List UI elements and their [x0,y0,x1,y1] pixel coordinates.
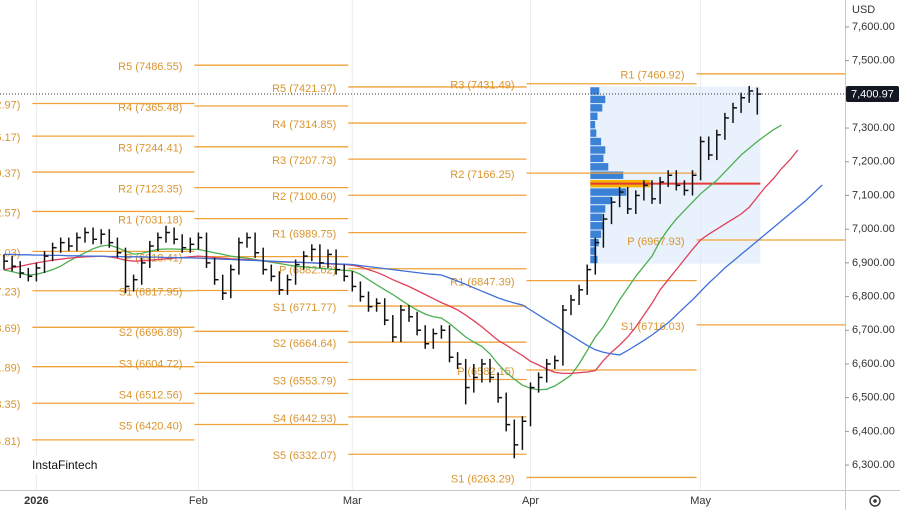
y-tick-label: 6,600.00 [852,358,895,370]
pivot-label: R3 (7431.49) [450,80,514,92]
pivot-label: P (6918.41) [125,253,182,265]
y-tick-label: 6,300.00 [852,459,895,471]
profile-bar [590,196,612,205]
pivot-label: R5 (7421.97) [272,83,336,95]
last-price-box [846,86,899,103]
pivot-label: S5 (6332.07) [273,450,337,462]
pivot-label: R1 (7460.92) [620,70,684,82]
x-tick-label: Feb [189,495,208,507]
pivot-label: R1 (6847.39) [450,276,514,288]
x-tick-label: Apr [522,495,539,507]
gear-inner[interactable] [873,499,877,503]
pivot-label: 9.37) [0,168,20,180]
profile-bar [590,188,627,196]
profile-bar [590,163,609,171]
y-tick-label: 7,300.00 [852,122,895,134]
y-tick-label: 6,500.00 [852,392,895,404]
pivot-label: S1 (6716.03) [621,321,685,333]
moving-average [4,184,823,356]
profile-bar [590,222,604,230]
y-tick-label: 6,700.00 [852,324,895,336]
pivot-label: R1 (6989.75) [272,229,336,241]
pivot-label: S1 (6817.95) [119,286,183,298]
watermark: InstaFintech [32,458,97,472]
pivot-label: P (6967.93) [627,236,684,248]
y-tick-label: 7,600.00 [852,21,895,33]
watermark-bg [26,456,102,474]
pivot-label: S3 (6604.72) [119,358,183,370]
pivot-label: R4 (7314.85) [272,119,336,131]
x-tick-label: Mar [343,495,362,507]
pivot-label: R3 (7207.73) [272,155,336,167]
x-tick-label: 2026 [24,495,48,507]
y-tick-label: 7,200.00 [852,156,895,168]
profile-bar [590,238,599,247]
y-tick-label: 7,000.00 [852,223,895,235]
profile-bar [590,87,600,95]
y-tick-label: 7,500.00 [852,55,895,67]
pivot-label: P (6582.15) [457,366,514,378]
pivot-label: 6.17) [0,132,20,144]
profile-bar [590,230,602,238]
profile-bar [590,104,603,112]
pivot-label: 4.81) [0,436,20,448]
pivot-label: P (6882.62) [279,265,336,277]
pivot-label: S2 (6664.64) [273,338,337,350]
profile-bar [590,129,597,137]
pivot-label: S1 (6263.29) [451,473,515,485]
pivot-label: 3.35) [0,399,20,411]
x-tick-label: May [690,495,711,507]
pivot-label: R2 (7166.25) [450,169,514,181]
pivot-label: 1.89) [0,363,20,375]
pivot-label: 2.57) [0,207,20,219]
pivot-label: S1 (6771.77) [273,302,337,314]
profile-bar [590,95,606,104]
profile-bar [590,146,606,154]
pivot-label: R2 (7100.60) [272,191,336,203]
y-tick-label: 6,900.00 [852,257,895,269]
pivot-label: S5 (6420.40) [119,420,183,432]
pivot-label: S2 (6696.89) [119,327,183,339]
pivot-label: S4 (6512.56) [119,389,183,401]
pivot-label: R2 (7123.35) [118,183,182,195]
moving-average [3,149,799,375]
moving-average [3,124,782,391]
profile-bar [590,120,596,129]
pivot-label: 2.97) [0,99,20,111]
profile-bar [590,171,624,179]
pivot-label: R4 (7365.48) [118,102,182,114]
y-tick-label: 6,800.00 [852,290,895,302]
pivot-label: 4.03) [0,247,20,259]
pivot-label: 8.69) [0,323,20,335]
gear-outer[interactable] [869,495,881,507]
profile-bar [590,255,598,264]
profile-bar [590,205,606,213]
pivot-label: S4 (6442.93) [273,413,337,425]
pivot-label: 7.23) [0,287,20,299]
y-tick-label: 7,100.00 [852,189,895,201]
y-tick-label: 6,400.00 [852,425,895,437]
settings-icon[interactable] [869,495,881,507]
profile-bar [590,112,598,120]
pivot-label: R1 (7031.18) [118,215,182,227]
profile-bar [590,213,603,222]
profile-bar [590,137,602,146]
pivot-label: R5 (7486.55) [118,61,182,73]
last-price-label: 7,400.97 [851,88,894,100]
pivot-label: R3 (7244.41) [118,143,182,155]
plot: 2.97) 6.17) 9.37) 2.57) 4.03) 7.23) 8.69) 1.89)… [0,0,845,490]
profile-bar [590,247,597,255]
profile-bar [590,154,604,163]
currency-label: USD [852,4,875,16]
pivot-label: S3 (6553.79) [273,375,337,387]
